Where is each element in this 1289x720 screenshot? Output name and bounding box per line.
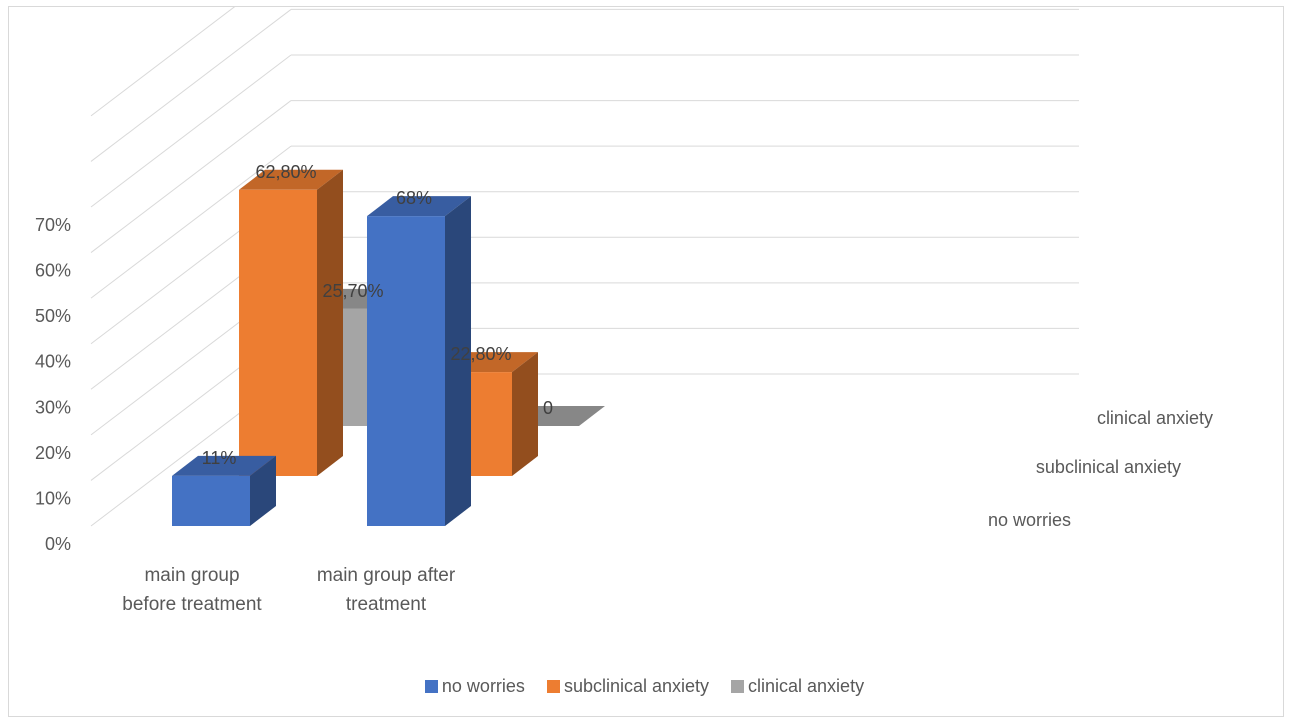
- y-tick-label: 70%: [35, 215, 71, 235]
- y-tick-label: 50%: [35, 306, 71, 326]
- y-tick-label: 10%: [35, 488, 71, 508]
- bar-side-face: [445, 196, 471, 526]
- gridline-diagonal: [90, 7, 236, 117]
- depth-axis-label: clinical anxiety: [1097, 408, 1213, 428]
- bar-side-face: [250, 455, 276, 526]
- bar-top-face: [172, 455, 276, 476]
- bar-subclinical-anxiety-1: [239, 169, 343, 476]
- chart-area: 0% 10% 20% 30% 40% 50% 60% 70% 25,70% 0 62,80% 22,…: [8, 6, 1284, 717]
- depth-axis-label: subclinical anxiety: [1036, 457, 1181, 477]
- bar-no-worries-2: [367, 196, 471, 526]
- category-axis: main group before treatment main group aft…: [122, 565, 456, 615]
- data-label: 0: [543, 398, 553, 418]
- y-tick-label: 40%: [35, 352, 71, 372]
- data-label: 68%: [396, 188, 432, 208]
- category-label: main group after: [317, 565, 456, 586]
- bars: [172, 169, 605, 526]
- y-tick-label: 0%: [45, 534, 71, 554]
- bar-front-face: [367, 216, 445, 526]
- data-label: 22,80%: [450, 344, 511, 364]
- legend-swatch: [731, 680, 745, 693]
- legend-swatch: [546, 680, 560, 693]
- bar-side-face: [512, 352, 538, 476]
- legend-label: no worries: [441, 676, 525, 696]
- legend-label: subclinical anxiety: [563, 676, 710, 696]
- legend-item: clinical anxiety: [731, 676, 864, 697]
- gridline-diagonal: [90, 54, 292, 208]
- legend-label: clinical anxiety: [748, 676, 865, 696]
- bar-no-worries-1: [172, 455, 276, 526]
- data-label: 25,70%: [322, 281, 383, 301]
- category-label: before treatment: [122, 594, 262, 615]
- bar-side-face: [317, 169, 343, 476]
- y-tick-label: 30%: [35, 397, 71, 417]
- category-label: treatment: [346, 594, 427, 615]
- bar-front-face: [239, 189, 317, 476]
- category-label: main group: [144, 565, 239, 586]
- gridline-diagonal: [90, 145, 292, 299]
- bar-top-face: [239, 169, 343, 190]
- gridline-diagonal: [90, 100, 292, 253]
- legend-swatch: [424, 680, 438, 693]
- y-axis-ticks: 0% 10% 20% 30% 40% 50% 60% 70%: [35, 215, 71, 554]
- data-labels: 25,70% 0 62,80% 22,80% 11% 68%: [202, 162, 553, 468]
- gridline-diagonal: [90, 9, 292, 162]
- y-tick-label: 60%: [35, 261, 71, 281]
- legend-item: subclinical anxiety: [546, 676, 710, 697]
- chart-plot: 0% 10% 20% 30% 40% 50% 60% 70% 25,70% 0 62,80% 22,…: [35, 7, 1213, 615]
- depth-axis-label: no worries: [988, 510, 1071, 530]
- legend-item: no worries: [424, 676, 525, 697]
- bar-top-face: [367, 196, 471, 217]
- data-label: 11%: [202, 448, 237, 468]
- bar-front-face: [172, 475, 250, 526]
- depth-axis: clinical anxiety subclinical anxiety no wo…: [988, 408, 1213, 530]
- legend: no worries subclinical anxiety clinical an…: [0, 676, 1289, 697]
- y-tick-label: 20%: [35, 443, 71, 463]
- data-label: 62,80%: [255, 162, 316, 182]
